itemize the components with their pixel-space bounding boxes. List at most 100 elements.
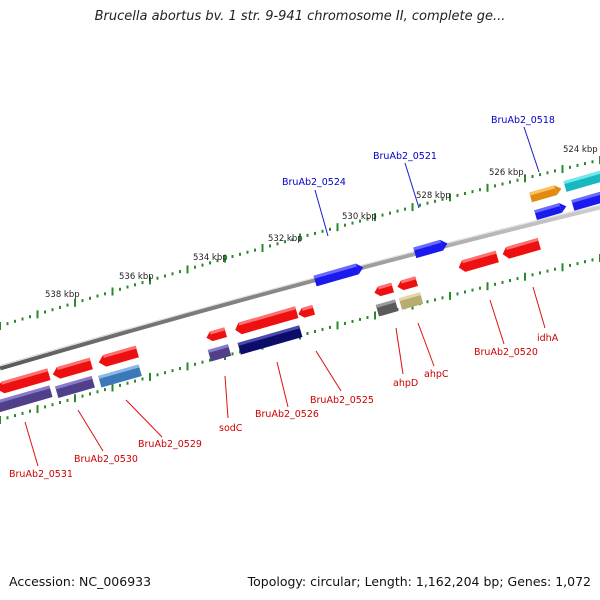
label-idha[interactable]: idhA xyxy=(537,333,559,344)
gene-bruab2-0530-red[interactable] xyxy=(51,357,93,381)
label-bruab2-0520[interactable]: BruAb2_0520 xyxy=(474,347,538,358)
lower-tick-8 xyxy=(59,401,61,404)
label-bruab2-0526[interactable]: BruAb2_0526 xyxy=(255,409,319,420)
upper-tick-25 xyxy=(186,265,189,274)
upper-tick-37 xyxy=(276,242,279,246)
lower-tick-44 xyxy=(329,325,331,329)
tick-label-530: 530 kbp xyxy=(342,212,377,222)
lower-tick-77 xyxy=(576,262,579,266)
lower-tick-41 xyxy=(306,332,309,335)
gene-bruab2-0518-blue[interactable] xyxy=(534,202,568,220)
reverse-gene-labels: BruAb2_0531 BruAb2_0530 BruAb2_0529 sodC… xyxy=(9,333,559,480)
tick-label-534: 534 kbp xyxy=(193,253,228,263)
tick-label-532: 532 kbp xyxy=(268,234,303,244)
label-bruab2-0521[interactable]: BruAb2_0521 xyxy=(373,151,437,162)
gene-bruab2-0526-red[interactable] xyxy=(234,306,299,335)
lower-tick-16 xyxy=(119,383,121,387)
upper-tick-36 xyxy=(269,244,271,248)
upper-tick-29 xyxy=(216,259,219,263)
label-ahpc[interactable]: ahpC xyxy=(424,369,449,380)
label-bruab2-0530[interactable]: BruAb2_0530 xyxy=(74,454,138,465)
upper-tick-2 xyxy=(14,319,16,323)
lower-tick-15 xyxy=(111,383,114,392)
label-ahpd[interactable]: ahpD xyxy=(393,378,418,389)
gene-blue-edge[interactable] xyxy=(571,191,600,211)
upper-tick-62 xyxy=(464,192,466,195)
tick-label-528: 528 kbp xyxy=(416,191,451,201)
chromosome-backbone xyxy=(0,204,600,371)
upper-tick-22 xyxy=(164,274,166,278)
gene-bruab2-0524[interactable] xyxy=(313,262,365,287)
upper-tick-56 xyxy=(419,203,421,207)
lower-tick-60 xyxy=(449,291,451,300)
upper-tick-72 xyxy=(539,173,541,177)
gene-bruab2-0518-orange[interactable] xyxy=(529,184,563,203)
label-bruab2-0531[interactable]: BruAb2_0531 xyxy=(9,469,73,480)
upper-tick-6 xyxy=(44,310,46,314)
upper-tick-19 xyxy=(141,281,144,285)
upper-tick-16 xyxy=(119,287,121,291)
backbone-highlight xyxy=(0,204,600,367)
upper-tick-35 xyxy=(261,244,264,252)
upper-tick-32 xyxy=(239,252,241,256)
upper-tick-5 xyxy=(36,310,39,319)
label-sodc[interactable]: sodC xyxy=(219,423,243,434)
label-bruab2-0518[interactable]: BruAb2_0518 xyxy=(491,115,555,126)
upper-tick-78 xyxy=(584,162,586,166)
upper-tick-42 xyxy=(314,231,316,235)
lower-tick-49 xyxy=(366,316,369,319)
lower-tick-13 xyxy=(96,390,99,394)
upper-tick-59 xyxy=(441,197,444,201)
upper-tick-55 xyxy=(411,203,414,212)
gene-cyan[interactable] xyxy=(563,170,600,192)
gene-ahpc-olive[interactable] xyxy=(398,292,424,310)
lower-tick-17 xyxy=(126,381,129,385)
lower-tick-79 xyxy=(591,258,594,262)
upper-tick-17 xyxy=(126,285,129,289)
upper-tick-75 xyxy=(561,165,564,174)
upper-tick-63 xyxy=(471,190,474,194)
upper-tick-21 xyxy=(156,276,159,280)
gene-bruab2-0529-steel[interactable] xyxy=(98,364,142,388)
gene-bruab2-0526-navy[interactable] xyxy=(237,325,303,355)
topology-summary: Topology: circular; Length: 1,162,204 bp… xyxy=(247,574,591,589)
lower-tick-57 xyxy=(426,300,429,304)
gene-ahpc-red[interactable] xyxy=(396,276,418,291)
lower-tick-20 xyxy=(149,372,151,381)
gene-sodc-purple[interactable] xyxy=(207,344,232,362)
upper-tick-43 xyxy=(321,229,324,233)
lower-tick-9 xyxy=(66,398,69,402)
label-bruab2-0525[interactable]: BruAb2_0525 xyxy=(310,395,374,406)
gene-ahpd-red[interactable] xyxy=(373,282,395,298)
gene-ahpd-gray[interactable] xyxy=(375,299,399,317)
upper-tick-34 xyxy=(254,248,256,252)
lower-tick-66 xyxy=(494,282,496,286)
lower-tick-70 xyxy=(524,272,526,281)
lower-tick-62 xyxy=(464,290,466,294)
gene-bruab2-0520-red[interactable] xyxy=(457,250,499,274)
upper-tick-39 xyxy=(291,238,294,242)
reverse-leader-lines xyxy=(24,286,546,467)
gene-bruab2-0531-purple[interactable] xyxy=(0,385,53,414)
label-bruab2-0529[interactable]: BruAb2_0529 xyxy=(138,439,202,450)
forward-genes xyxy=(313,170,600,287)
upper-tick-79 xyxy=(591,160,594,164)
upper-tick-61 xyxy=(456,193,459,197)
upper-tick-47 xyxy=(351,221,354,225)
lower-tick-50 xyxy=(374,311,376,320)
gene-idha-red[interactable] xyxy=(501,237,541,260)
label-bruab2-0524[interactable]: BruAb2_0524 xyxy=(282,177,346,188)
gene-bruab2-0529-red[interactable] xyxy=(97,345,139,369)
lower-tick-58 xyxy=(434,298,436,302)
lower-tick-43 xyxy=(321,327,324,331)
upper-tick-76 xyxy=(569,165,571,169)
upper-tick-57 xyxy=(426,201,429,205)
gene-bruab2-0530-purple[interactable] xyxy=(55,375,95,399)
lower-tick-12 xyxy=(89,392,91,396)
gene-sodc-red[interactable] xyxy=(205,327,227,342)
lower-tick-65 xyxy=(486,282,489,291)
gene-bruab2-0525-red[interactable] xyxy=(297,304,316,319)
gene-bruab2-0531-red[interactable] xyxy=(0,368,51,395)
gene-bruab2-0521[interactable] xyxy=(413,238,449,259)
